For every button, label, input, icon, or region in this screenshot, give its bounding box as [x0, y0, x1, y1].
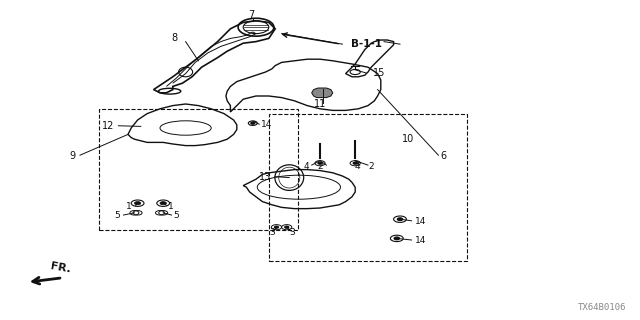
- Circle shape: [251, 122, 255, 124]
- Text: 4: 4: [355, 162, 360, 171]
- Text: 14: 14: [415, 236, 426, 245]
- Text: 1: 1: [168, 202, 173, 211]
- Text: 9: 9: [69, 151, 76, 161]
- Text: 6: 6: [440, 151, 447, 161]
- Text: 14: 14: [415, 217, 426, 226]
- Text: 10: 10: [402, 134, 414, 144]
- Text: 14: 14: [261, 120, 273, 129]
- Circle shape: [318, 162, 322, 164]
- Text: TX64B0106: TX64B0106: [577, 303, 626, 312]
- Text: 5: 5: [173, 211, 179, 220]
- Text: 7: 7: [248, 10, 255, 20]
- Circle shape: [134, 202, 141, 205]
- Text: 13: 13: [259, 172, 271, 182]
- Text: 2: 2: [318, 162, 323, 171]
- Text: 15: 15: [372, 68, 385, 78]
- Text: 2: 2: [369, 162, 374, 171]
- Circle shape: [275, 226, 278, 228]
- Text: FR.: FR.: [50, 261, 72, 275]
- Text: 5: 5: [115, 211, 120, 220]
- Circle shape: [353, 162, 357, 164]
- Polygon shape: [312, 88, 333, 98]
- Text: 4: 4: [303, 162, 308, 171]
- Text: 12: 12: [102, 121, 114, 131]
- Text: 1: 1: [126, 202, 132, 211]
- Circle shape: [160, 202, 166, 205]
- Circle shape: [285, 226, 289, 228]
- Text: 8: 8: [171, 33, 177, 43]
- Text: B-1-1: B-1-1: [351, 39, 381, 49]
- Bar: [269, 114, 467, 261]
- Text: 3: 3: [270, 228, 275, 237]
- Text: 3: 3: [289, 228, 294, 237]
- Text: 11: 11: [314, 99, 326, 109]
- Circle shape: [394, 237, 399, 240]
- Circle shape: [397, 218, 403, 220]
- Bar: [99, 109, 298, 230]
